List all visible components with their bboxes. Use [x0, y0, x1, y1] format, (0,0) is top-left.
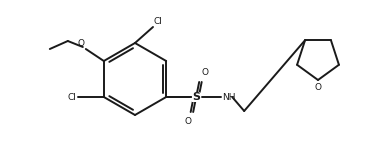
- Text: O: O: [78, 39, 85, 48]
- Text: Cl: Cl: [68, 93, 77, 101]
- Text: NH: NH: [222, 93, 236, 101]
- Text: O: O: [314, 83, 321, 92]
- Text: O: O: [201, 68, 208, 77]
- Text: Cl: Cl: [154, 17, 163, 26]
- Text: S: S: [192, 92, 200, 102]
- Text: O: O: [184, 117, 191, 126]
